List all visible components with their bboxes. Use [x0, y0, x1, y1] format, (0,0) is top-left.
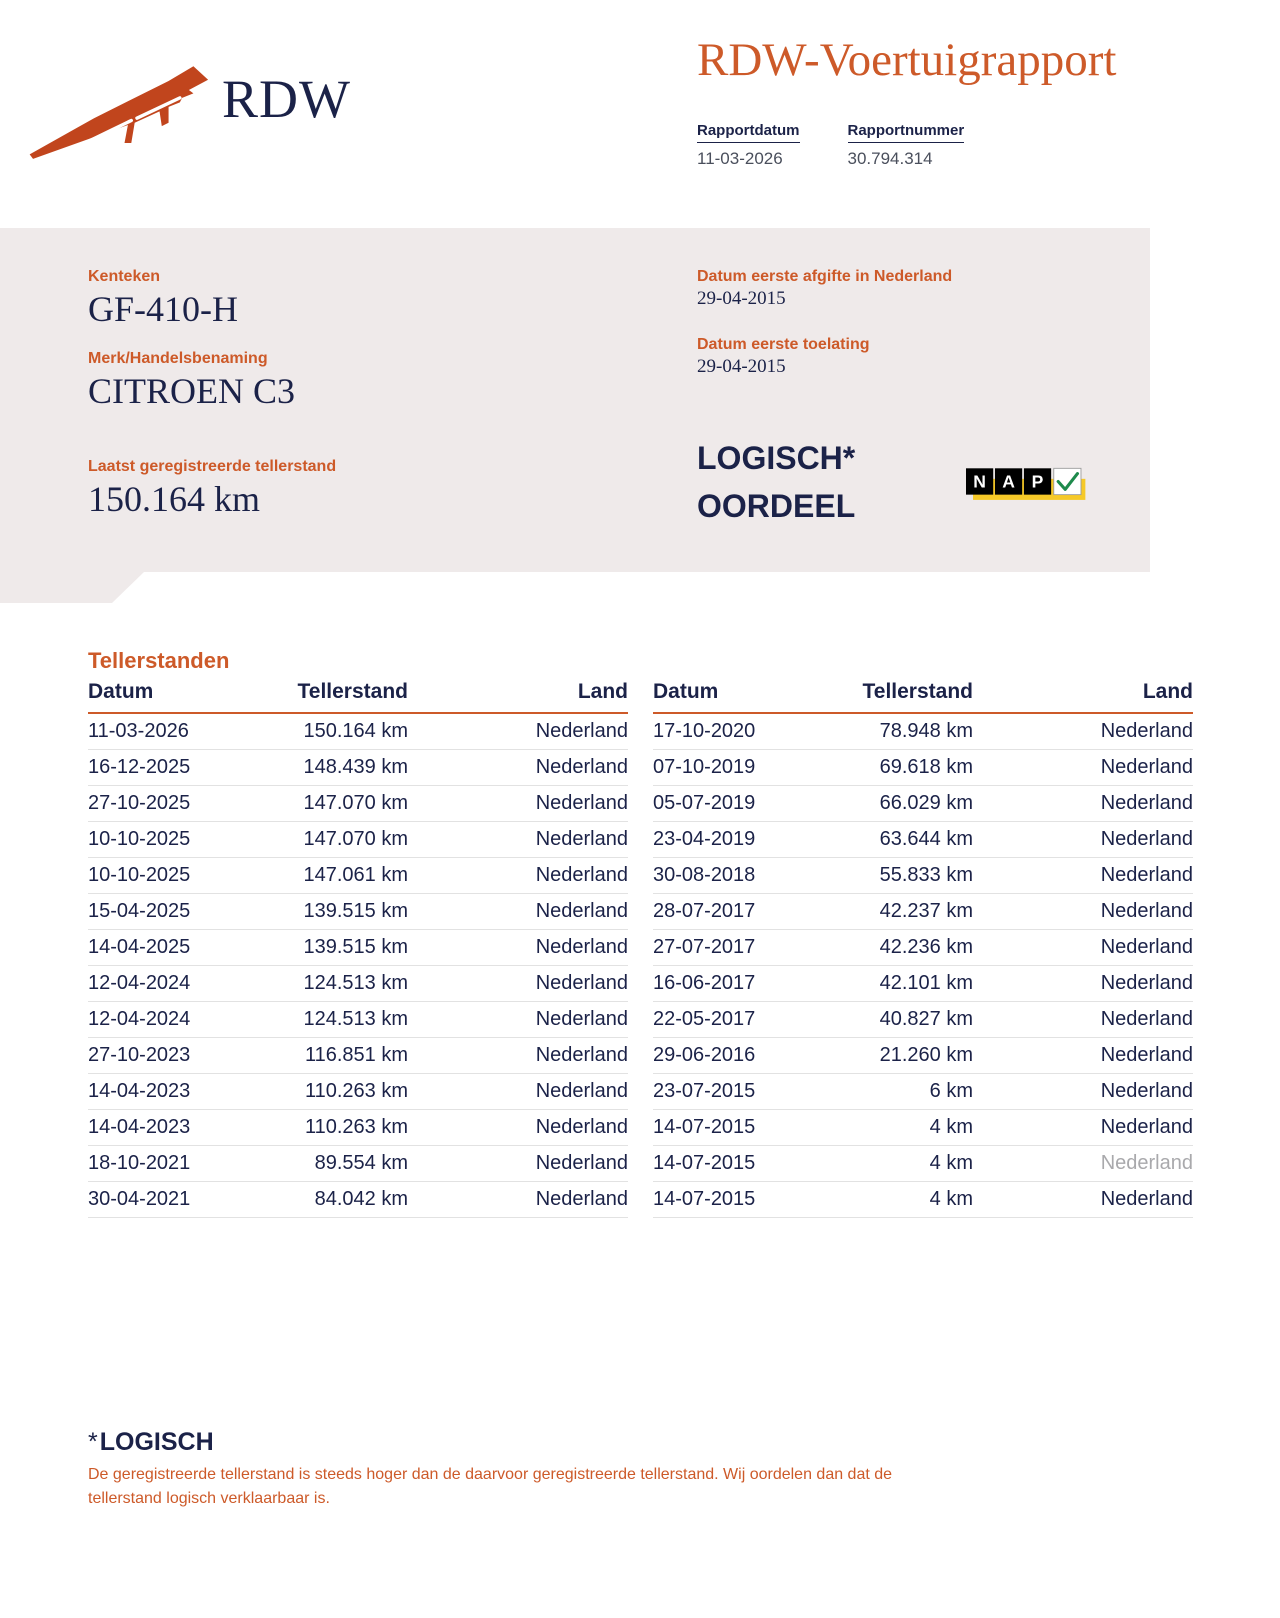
svg-text:N: N — [973, 472, 986, 492]
svg-text:A: A — [1002, 472, 1015, 492]
svg-text:P: P — [1032, 472, 1044, 492]
